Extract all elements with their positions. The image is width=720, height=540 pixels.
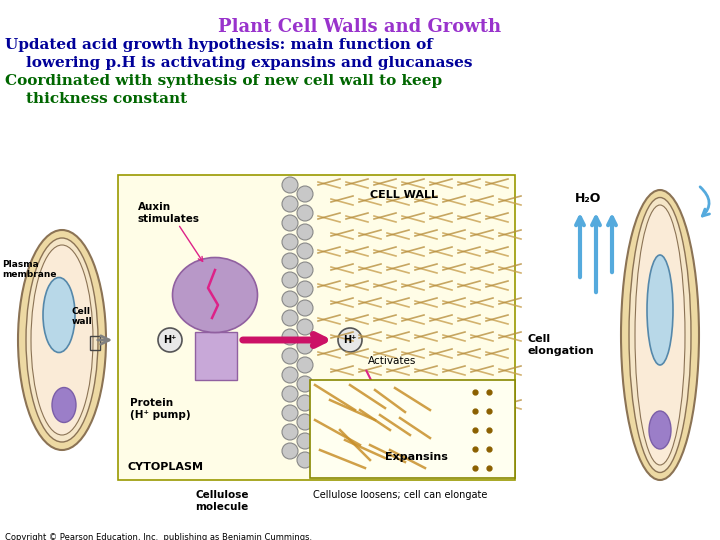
Circle shape	[297, 262, 313, 278]
Circle shape	[282, 310, 298, 326]
Text: Plasma
membrane: Plasma membrane	[2, 260, 56, 279]
Text: Updated acid growth hypothesis: main function of: Updated acid growth hypothesis: main fun…	[5, 38, 433, 52]
Ellipse shape	[173, 258, 258, 333]
Text: Auxin
stimulates: Auxin stimulates	[138, 202, 200, 224]
Circle shape	[282, 234, 298, 250]
Text: H⁺: H⁺	[163, 335, 176, 345]
Ellipse shape	[635, 205, 685, 465]
Circle shape	[297, 205, 313, 221]
Circle shape	[297, 224, 313, 240]
Bar	[90, 336, 100, 350]
Circle shape	[297, 281, 313, 297]
Circle shape	[282, 177, 298, 193]
Circle shape	[338, 328, 362, 352]
Circle shape	[297, 357, 313, 373]
Text: Cellulose
molecule: Cellulose molecule	[195, 490, 248, 511]
Ellipse shape	[43, 278, 75, 353]
Text: lowering p.H is activating expansins and glucanases: lowering p.H is activating expansins and…	[5, 56, 472, 70]
Text: H⁺: H⁺	[343, 335, 356, 345]
Ellipse shape	[26, 238, 98, 442]
Ellipse shape	[18, 230, 106, 450]
Ellipse shape	[621, 190, 699, 480]
Text: CYTOPLASM: CYTOPLASM	[128, 462, 204, 472]
Circle shape	[297, 338, 313, 354]
Text: Copyright © Pearson Education, Inc.  publishing as Benjamin Cummings.: Copyright © Pearson Education, Inc. publ…	[5, 533, 312, 540]
Circle shape	[282, 329, 298, 345]
Circle shape	[282, 253, 298, 269]
Text: thickness constant: thickness constant	[5, 92, 187, 106]
Circle shape	[297, 300, 313, 316]
Circle shape	[282, 291, 298, 307]
Circle shape	[297, 414, 313, 430]
Bar	[310, 380, 515, 478]
Ellipse shape	[647, 255, 673, 365]
Circle shape	[282, 196, 298, 212]
Circle shape	[297, 433, 313, 449]
Text: Plant Cell Walls and Growth: Plant Cell Walls and Growth	[218, 18, 502, 36]
Circle shape	[282, 386, 298, 402]
Text: Cell
wall: Cell wall	[72, 307, 93, 326]
Ellipse shape	[31, 245, 93, 435]
Text: Protein
(H⁺ pump): Protein (H⁺ pump)	[130, 398, 191, 420]
Circle shape	[297, 319, 313, 335]
Text: Activates: Activates	[368, 356, 416, 366]
Circle shape	[297, 243, 313, 259]
Circle shape	[282, 405, 298, 421]
Text: Expansins: Expansins	[385, 452, 448, 462]
Circle shape	[158, 328, 182, 352]
Circle shape	[297, 376, 313, 392]
Text: Cell
elongation: Cell elongation	[528, 334, 595, 356]
Bar	[195, 332, 237, 380]
Circle shape	[282, 348, 298, 364]
Circle shape	[297, 452, 313, 468]
Text: Coordinated with synthesis of new cell wall to keep: Coordinated with synthesis of new cell w…	[5, 74, 442, 88]
Circle shape	[297, 395, 313, 411]
Circle shape	[282, 272, 298, 288]
Bar	[118, 175, 515, 480]
Circle shape	[282, 215, 298, 231]
Text: Cellulose loosens; cell can elongate: Cellulose loosens; cell can elongate	[312, 490, 487, 500]
Text: H₂O: H₂O	[575, 192, 601, 205]
Circle shape	[297, 186, 313, 202]
Circle shape	[282, 367, 298, 383]
Ellipse shape	[649, 411, 671, 449]
Ellipse shape	[52, 388, 76, 422]
Text: CELL WALL: CELL WALL	[370, 190, 438, 200]
Ellipse shape	[629, 198, 691, 472]
Circle shape	[282, 443, 298, 459]
Circle shape	[282, 424, 298, 440]
